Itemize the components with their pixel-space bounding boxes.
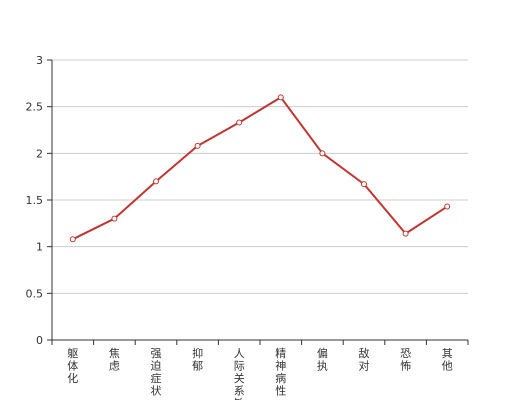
x-tick-label: 其他 bbox=[442, 347, 453, 373]
data-point bbox=[402, 230, 409, 237]
x-tick-label: 人际关系敏感 bbox=[234, 347, 245, 400]
y-tick-label: 2.5 bbox=[26, 101, 44, 114]
series-layer bbox=[69, 94, 451, 243]
x-axis-tick-labels: 躯体化 焦虑 强迫症状 抑郁 人际关系敏感 精神病性 偏执 敌对 恐怖 其他 bbox=[67, 346, 453, 404]
y-tick-label: 2 bbox=[36, 147, 43, 160]
data-point bbox=[194, 142, 201, 149]
data-point bbox=[69, 236, 76, 243]
data-point bbox=[111, 215, 118, 222]
data-point bbox=[444, 203, 451, 210]
data-point bbox=[236, 119, 243, 126]
x-tick-label: 焦虑 bbox=[109, 347, 120, 373]
data-point bbox=[361, 181, 367, 188]
data-point bbox=[277, 94, 284, 101]
data-point bbox=[153, 178, 159, 185]
x-tick-label: 敌对 bbox=[359, 346, 370, 373]
x-tick-label: 偏执 bbox=[317, 346, 328, 373]
x-tick-label: 精神病性 bbox=[275, 347, 286, 398]
grid-lines bbox=[52, 59, 468, 294]
x-tick-label: 抑郁 bbox=[192, 346, 203, 373]
y-tick-label: 3 bbox=[36, 54, 43, 67]
x-tick-label: 强迫症状 bbox=[151, 347, 162, 398]
axes bbox=[47, 59, 469, 345]
y-axis-tick-labels: 0 0.5 1 1.5 2 2.5 3 bbox=[26, 54, 44, 347]
y-tick-label: 1.5 bbox=[26, 194, 44, 207]
x-tick-label: 躯体化 bbox=[67, 347, 78, 385]
x-tick-label: 恐怖 bbox=[400, 347, 411, 373]
y-tick-label: 0.5 bbox=[26, 287, 44, 300]
y-tick-label: 0 bbox=[36, 334, 43, 347]
data-point bbox=[319, 150, 326, 157]
y-tick-label: 1 bbox=[36, 241, 43, 254]
series-line bbox=[72, 96, 448, 241]
